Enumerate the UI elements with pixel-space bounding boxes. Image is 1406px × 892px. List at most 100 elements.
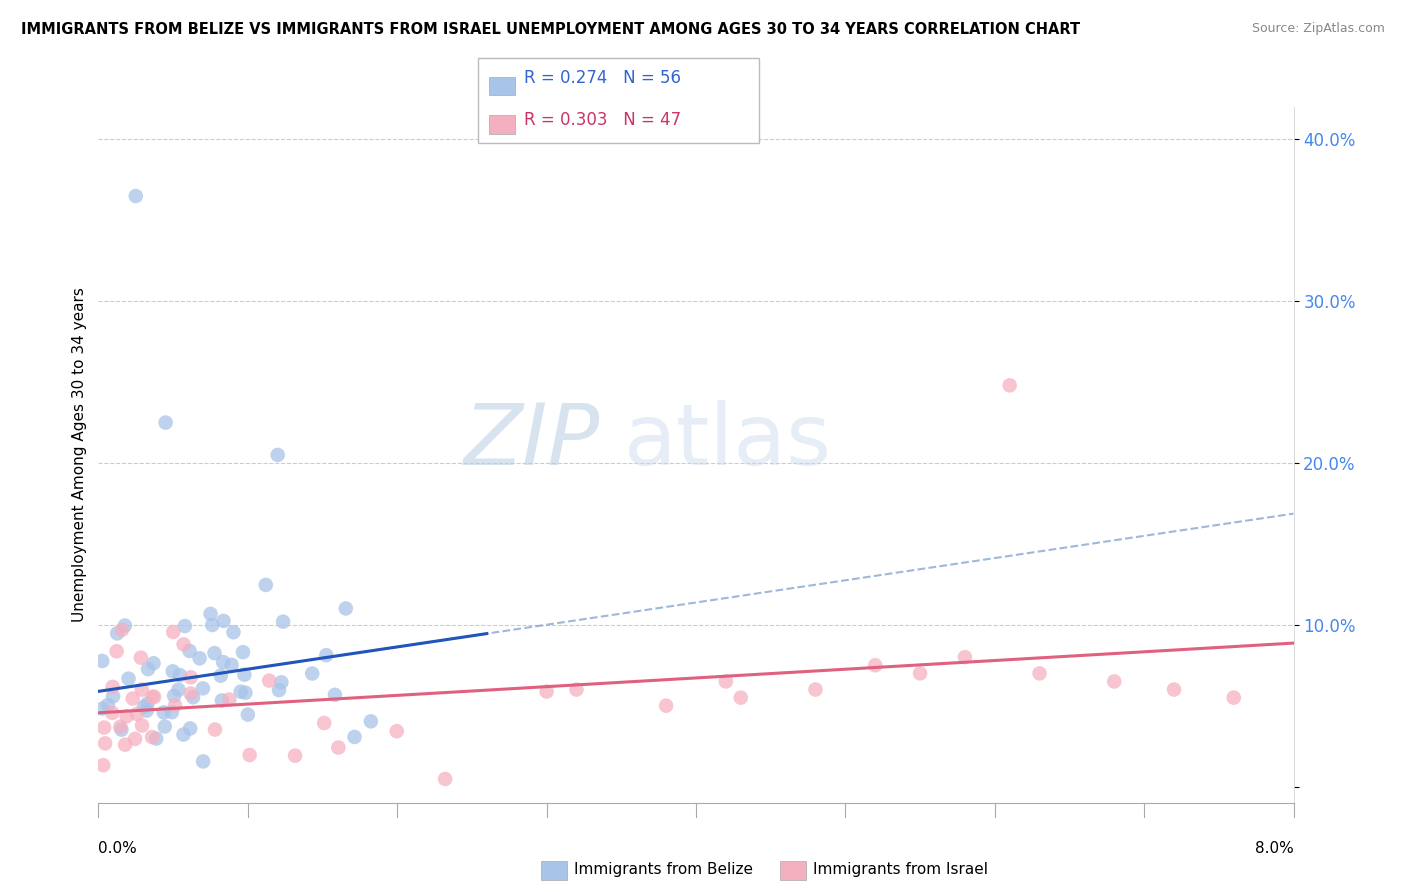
- Point: [162, 624, 184, 639]
- Point: [201, 618, 224, 632]
- Point: [179, 722, 201, 736]
- Point: [211, 693, 233, 707]
- Point: [173, 637, 195, 651]
- Point: [125, 706, 148, 721]
- Point: [434, 772, 457, 786]
- Point: [328, 740, 350, 755]
- Point: [115, 709, 138, 723]
- Point: [188, 651, 211, 665]
- Point: [254, 578, 277, 592]
- Y-axis label: Unemployment Among Ages 30 to 34 years: Unemployment Among Ages 30 to 34 years: [72, 287, 87, 623]
- Point: [270, 675, 292, 690]
- Point: [101, 680, 124, 694]
- Point: [314, 716, 336, 731]
- Point: [271, 615, 294, 629]
- Point: [730, 690, 752, 705]
- Text: 8.0%: 8.0%: [1254, 841, 1294, 856]
- Point: [160, 705, 183, 719]
- Point: [101, 706, 124, 720]
- Point: [235, 686, 257, 700]
- Point: [93, 721, 115, 735]
- Point: [135, 704, 157, 718]
- Point: [301, 666, 323, 681]
- Text: Immigrants from Israel: Immigrants from Israel: [813, 863, 987, 877]
- Text: R = 0.274   N = 56: R = 0.274 N = 56: [524, 69, 682, 87]
- Point: [204, 723, 226, 737]
- Point: [565, 682, 588, 697]
- Text: IMMIGRANTS FROM BELIZE VS IMMIGRANTS FROM ISRAEL UNEMPLOYMENT AMONG AGES 30 TO 3: IMMIGRANTS FROM BELIZE VS IMMIGRANTS FRO…: [21, 22, 1080, 37]
- Point: [655, 698, 678, 713]
- Point: [97, 698, 120, 712]
- Point: [136, 697, 159, 711]
- Point: [804, 682, 827, 697]
- Point: [136, 662, 159, 676]
- Point: [172, 727, 194, 741]
- Point: [267, 448, 290, 462]
- Point: [162, 665, 184, 679]
- Text: R = 0.303   N = 47: R = 0.303 N = 47: [524, 111, 682, 128]
- Point: [169, 668, 191, 682]
- Point: [229, 684, 252, 698]
- Point: [131, 718, 153, 732]
- Text: 0.0%: 0.0%: [98, 841, 138, 856]
- Point: [343, 730, 366, 744]
- Point: [714, 674, 737, 689]
- Point: [335, 601, 357, 615]
- Point: [222, 625, 245, 640]
- Point: [953, 650, 976, 665]
- Point: [908, 666, 931, 681]
- Point: [105, 644, 128, 658]
- Point: [191, 755, 214, 769]
- Point: [180, 670, 202, 684]
- Point: [101, 690, 124, 704]
- Point: [181, 690, 204, 705]
- Point: [209, 669, 232, 683]
- Point: [114, 738, 136, 752]
- Text: atlas: atlas: [624, 400, 832, 483]
- Point: [125, 189, 148, 203]
- Point: [323, 688, 346, 702]
- Point: [212, 655, 235, 669]
- Point: [173, 619, 195, 633]
- Point: [1104, 674, 1126, 689]
- Point: [91, 654, 114, 668]
- Point: [110, 720, 132, 734]
- Point: [1163, 682, 1185, 697]
- Point: [232, 645, 254, 659]
- Point: [218, 692, 240, 706]
- Point: [165, 698, 187, 713]
- Point: [179, 644, 201, 658]
- Point: [94, 736, 117, 750]
- Point: [167, 682, 190, 697]
- Text: Immigrants from Belize: Immigrants from Belize: [574, 863, 752, 877]
- Point: [141, 730, 163, 744]
- Text: Source: ZipAtlas.com: Source: ZipAtlas.com: [1251, 22, 1385, 36]
- Point: [117, 672, 139, 686]
- Point: [153, 706, 176, 720]
- Point: [1223, 690, 1246, 705]
- Point: [212, 614, 235, 628]
- Point: [129, 650, 152, 665]
- Point: [145, 731, 167, 746]
- Point: [111, 623, 134, 637]
- Text: ZIP: ZIP: [464, 400, 600, 483]
- Point: [239, 747, 262, 762]
- Point: [233, 667, 256, 681]
- Point: [998, 378, 1021, 392]
- Point: [385, 724, 408, 739]
- Point: [1028, 666, 1050, 681]
- Point: [114, 618, 136, 632]
- Point: [204, 646, 226, 660]
- Point: [143, 690, 166, 704]
- Point: [105, 626, 128, 640]
- Point: [200, 607, 222, 621]
- Point: [257, 673, 280, 688]
- Point: [536, 684, 558, 698]
- Point: [131, 682, 153, 697]
- Point: [91, 701, 114, 715]
- Point: [163, 689, 186, 703]
- Point: [155, 416, 177, 430]
- Point: [153, 720, 176, 734]
- Point: [142, 657, 165, 671]
- Point: [124, 731, 146, 746]
